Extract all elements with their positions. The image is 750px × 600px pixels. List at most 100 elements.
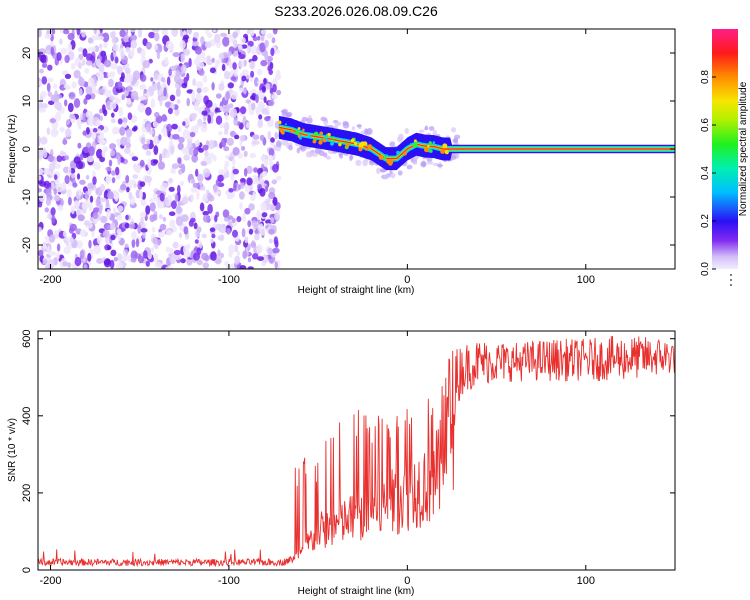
noise-blob [251, 134, 260, 140]
noise-blob [105, 175, 112, 183]
noise-blob [46, 82, 51, 92]
y-tick-label: -20 [21, 237, 33, 253]
noise-blob [46, 197, 51, 206]
noise-blob [47, 155, 55, 162]
noise-blob [56, 101, 62, 112]
noise-blob [171, 123, 178, 130]
noise-blob [192, 182, 199, 188]
noise-blob [67, 43, 72, 52]
noise-blob [168, 177, 174, 184]
noise-blob [226, 137, 234, 146]
noise-blob [127, 73, 133, 83]
noise-blob [44, 235, 50, 242]
noise-blob [165, 246, 170, 253]
noise-blob [243, 150, 248, 158]
noise-blob [161, 29, 167, 35]
noise-blob [85, 94, 92, 100]
trace-halo [415, 156, 419, 160]
noise-blob [268, 192, 276, 200]
snr-panel: -200 -100 0 100 0 200 400 600 Height of straigh… [7, 330, 676, 597]
noise-blob [56, 52, 62, 61]
noise-blob [265, 198, 271, 204]
noise-blob [215, 115, 223, 125]
noise-blob [142, 232, 146, 239]
noise-blob [77, 77, 85, 87]
trace-speckle [290, 129, 294, 134]
noise-blob [104, 89, 112, 98]
noise-blob [254, 229, 259, 235]
noise-blob [64, 155, 69, 161]
noise-blob [87, 37, 93, 44]
noise-blob [227, 82, 234, 89]
noise-blob [228, 60, 233, 69]
trace-halo [314, 147, 322, 154]
y-tick-label: -10 [21, 189, 33, 205]
noise-blob [98, 206, 103, 215]
noise-blob [77, 214, 85, 222]
noise-blob [112, 207, 117, 214]
trace-speckle [403, 151, 407, 156]
noise-blob [126, 98, 132, 105]
noise-blob [201, 110, 208, 116]
noise-blob [242, 250, 248, 260]
noise-blob [267, 99, 275, 107]
noise-blob [51, 29, 56, 35]
trace-speckle [319, 131, 324, 136]
noise-blob [172, 52, 180, 58]
trace-speckle [383, 156, 387, 160]
noise-blob [159, 223, 167, 231]
noise-blob [83, 98, 88, 105]
noise-blob [96, 119, 101, 127]
colorbar: 0.0 0.2 0.4 0.6 0.8 Normalized spectral ampl… [700, 29, 749, 286]
noise-blob [261, 254, 269, 264]
snr-xlabel: Height of straight line (km) [298, 586, 415, 597]
trace-halo [376, 167, 381, 175]
x-tick-label: -100 [218, 575, 240, 587]
noise-blob [102, 42, 108, 49]
noise-blob [49, 118, 56, 124]
noise-blob [152, 253, 159, 263]
noise-blob [232, 229, 238, 238]
noise-blob [109, 143, 117, 150]
noise-blob [167, 107, 173, 115]
noise-blob [96, 35, 105, 41]
noise-blob [82, 112, 86, 123]
noise-blob [145, 106, 152, 116]
noise-blob [256, 244, 263, 254]
noise-blob [177, 125, 182, 133]
noise-blob [133, 183, 137, 188]
noise-blob [81, 201, 89, 210]
noise-blob [177, 184, 181, 194]
noise-blob [218, 83, 225, 91]
noise-blob [239, 134, 246, 142]
noise-blob [222, 104, 230, 114]
noise-blob [272, 163, 279, 173]
noise-blob [193, 31, 200, 39]
noise-blob [257, 68, 263, 76]
signal-trace [276, 108, 675, 180]
noise-blob [99, 197, 107, 203]
noise-blob [230, 76, 237, 81]
noise-blob [105, 166, 112, 172]
noise-blob [70, 237, 74, 244]
noise-blob [171, 29, 178, 37]
noise-blob [47, 245, 51, 256]
noise-blob [109, 259, 115, 269]
noise-blob [94, 45, 100, 53]
noise-blob [150, 98, 156, 109]
noise-blob [140, 216, 144, 226]
noise-blob [66, 262, 72, 268]
snr-axes: -200 -100 0 100 0 200 400 600 [21, 330, 675, 587]
noise-blob [109, 101, 117, 110]
noise-blob [249, 152, 257, 159]
noise-blob [154, 73, 159, 81]
noise-blob [50, 207, 56, 216]
noise-blob [259, 42, 266, 53]
noise-blob [212, 29, 217, 33]
noise-blob [71, 173, 76, 179]
noise-blob [116, 261, 124, 269]
noise-blob [64, 54, 70, 64]
noise-blob [218, 223, 222, 233]
spectrogram-xlabel: Height of straight line (km) [298, 285, 415, 296]
noise-blob [268, 69, 274, 75]
